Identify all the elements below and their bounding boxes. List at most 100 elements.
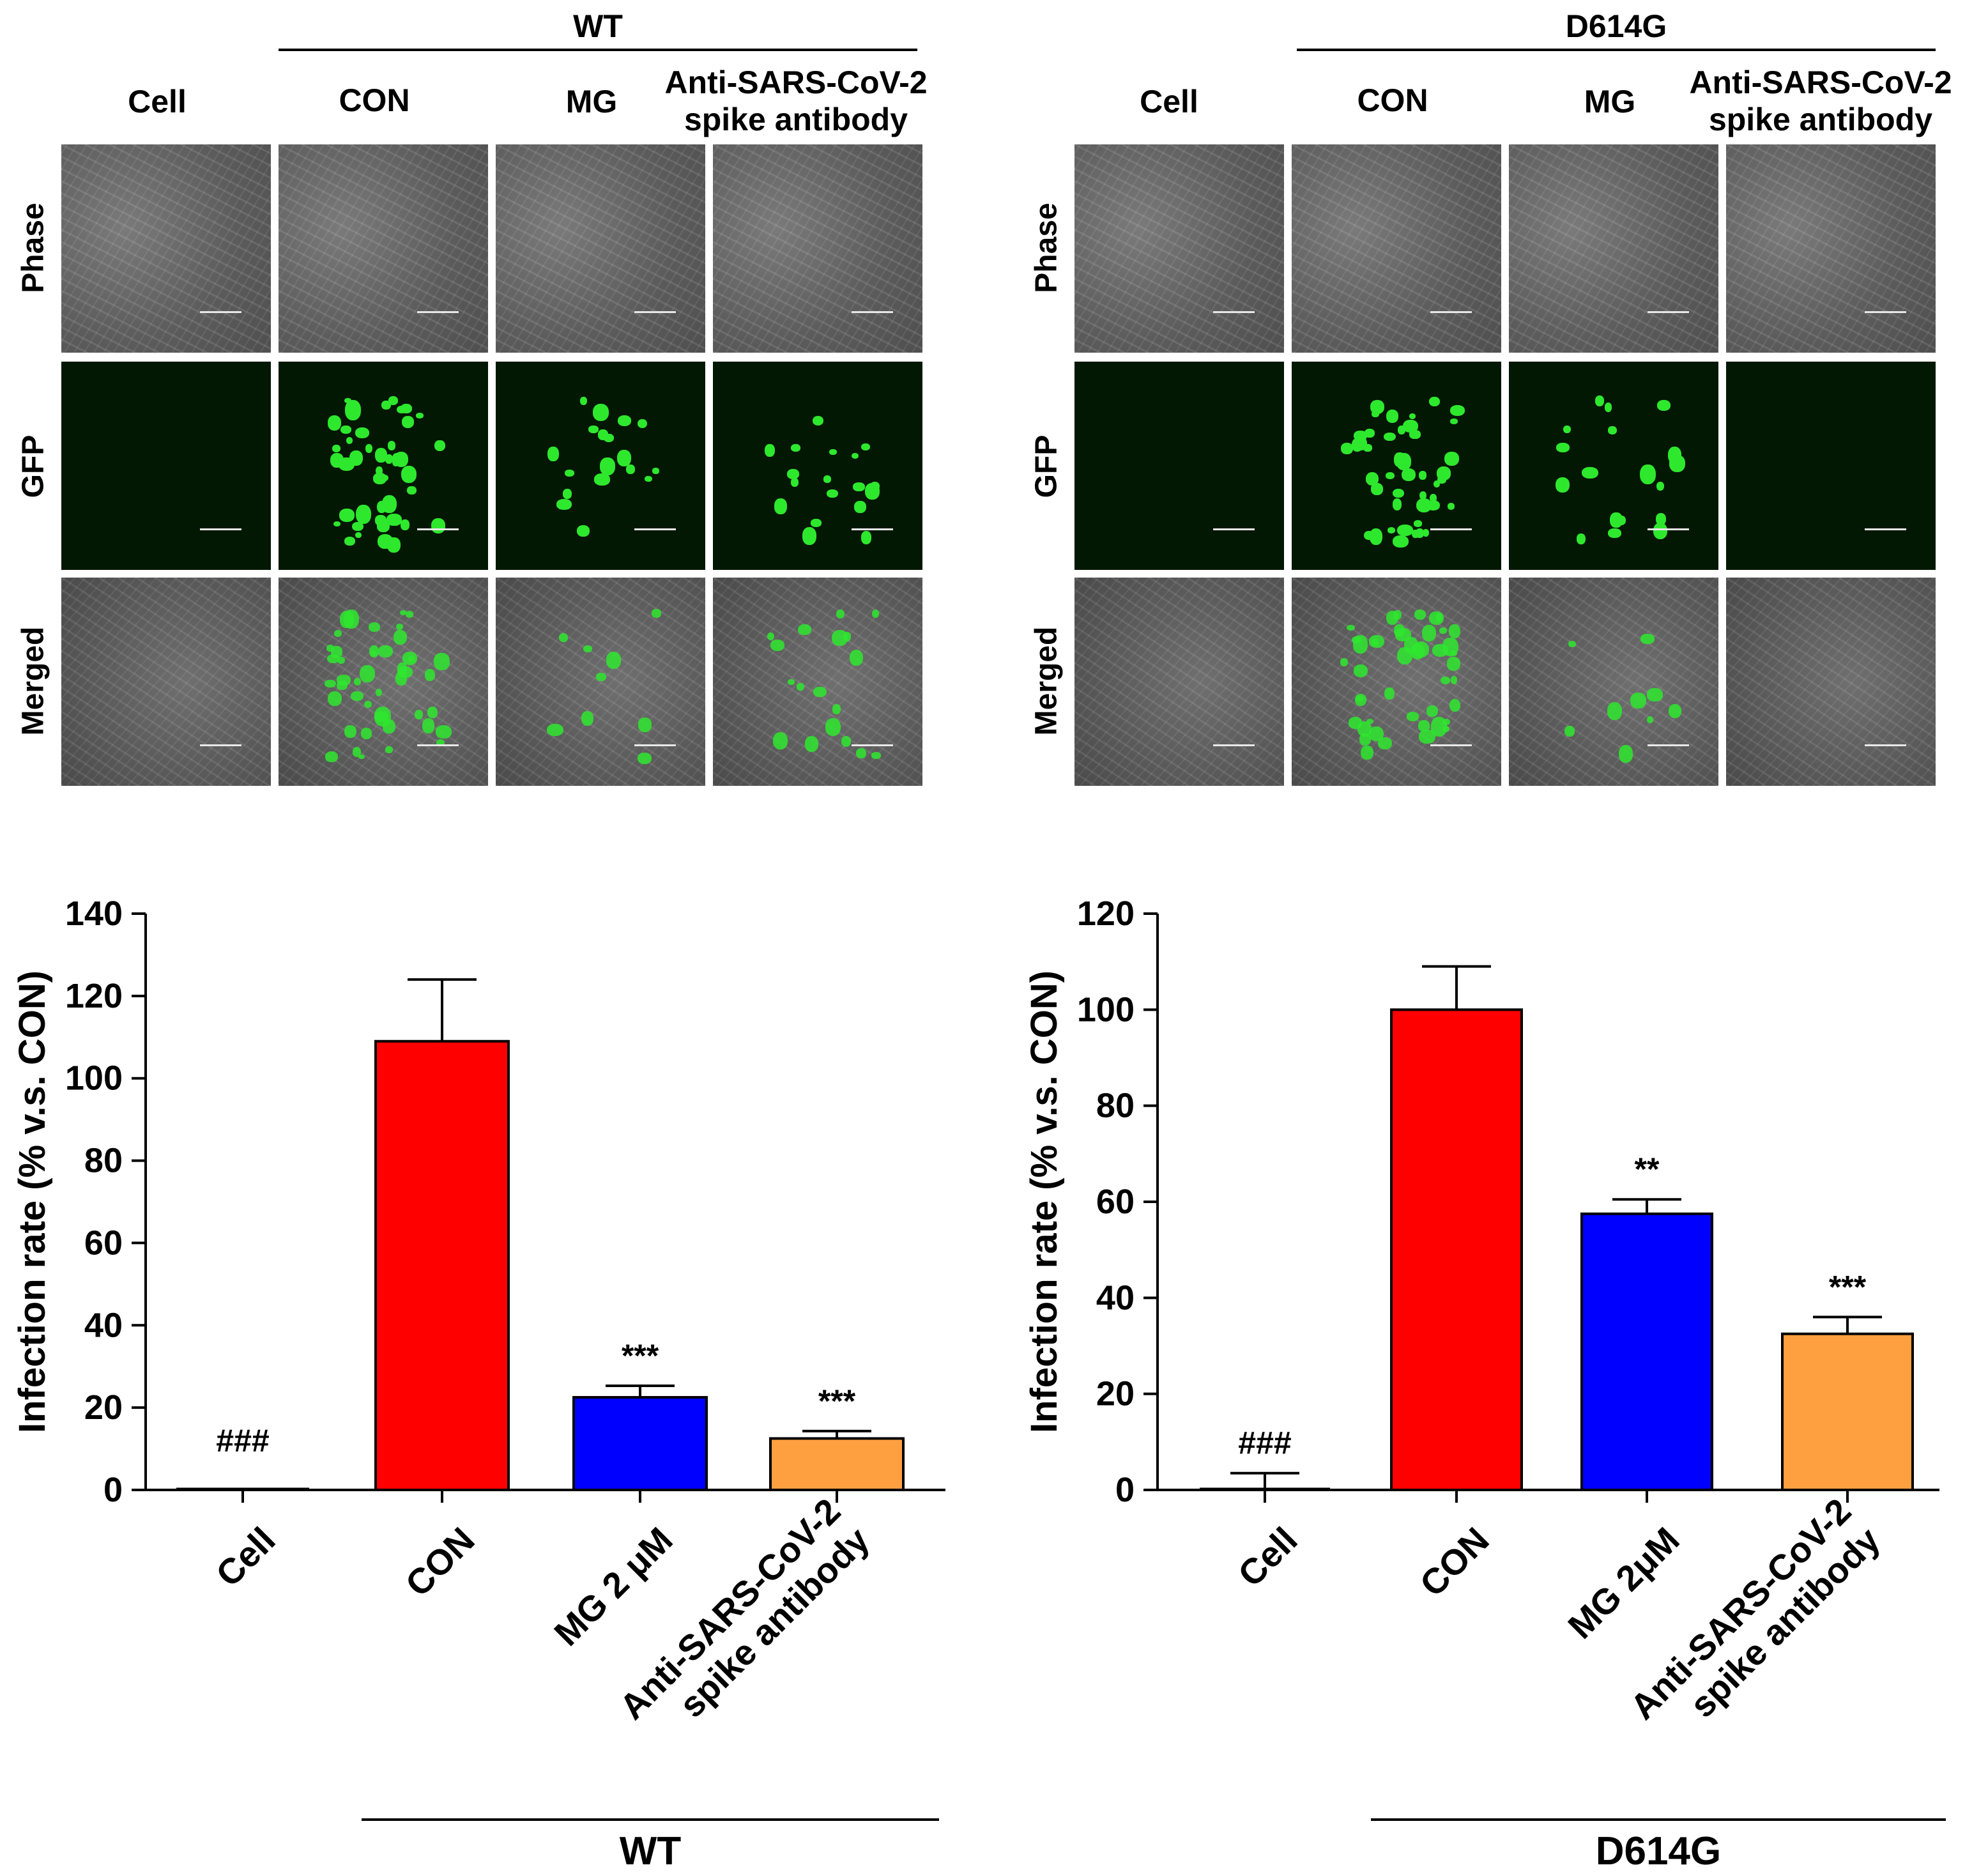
gfp-signal-spot — [1352, 635, 1368, 654]
wt-group-label: WT — [573, 8, 623, 44]
gfp-signal-spot — [770, 640, 785, 652]
d614g-row-label-gfp: GFP — [1029, 434, 1064, 498]
d614g-merged-panel-3 — [1509, 578, 1718, 786]
gfp-signal-spot — [791, 478, 799, 487]
gfp-signal-spot — [385, 746, 393, 753]
gfp-signal-spot — [355, 532, 362, 539]
gfp-signal-spot — [594, 473, 610, 486]
scale-bar — [199, 311, 242, 314]
scale-bar — [851, 528, 894, 531]
gfp-signal-spot — [1346, 624, 1355, 631]
wt-gfp-panel-3 — [496, 362, 705, 570]
gfp-signal-spot — [434, 440, 446, 452]
gfp-signal-spot — [861, 531, 872, 544]
scale-bar — [1864, 311, 1907, 314]
x-tick-label: Cell — [208, 1519, 283, 1594]
gfp-signal-spot — [802, 527, 817, 546]
d614g-row-label-merged: Merged — [1029, 626, 1064, 736]
x-tick-label: MG 2 μM — [546, 1519, 680, 1653]
wt-col-header-cell: Cell — [128, 84, 187, 119]
gfp-signal-spot — [811, 519, 822, 527]
gfp-signal-spot — [871, 610, 880, 618]
gfp-signal-spot — [637, 418, 648, 429]
scale-bar — [851, 311, 894, 314]
scale-bar — [199, 744, 242, 747]
gfp-signal-spot — [1393, 488, 1405, 498]
scale-bar — [1864, 528, 1907, 531]
gfp-signal-spot — [861, 443, 871, 451]
gfp-signal-spot — [1418, 720, 1430, 732]
gfp-signal-spot — [1384, 687, 1395, 700]
gfp-signal-spot — [406, 611, 414, 618]
gfp-signal-spot — [365, 443, 372, 453]
gfp-signal-spot — [1396, 525, 1414, 537]
gfp-signal-spot — [1353, 664, 1368, 677]
significance-label: ** — [1635, 1151, 1660, 1187]
gfp-signal-spot — [344, 536, 356, 546]
y-tick-label: 100 — [1077, 990, 1135, 1029]
gfp-signal-spot — [853, 482, 865, 491]
x-tick-label: Cell — [1230, 1519, 1305, 1594]
gfp-signal-spot — [1372, 411, 1379, 417]
gfp-signal-spot — [1392, 498, 1402, 510]
gfp-signal-spot — [378, 645, 393, 658]
gfp-signal-spot — [340, 425, 351, 434]
y-tick-label: 0 — [103, 1471, 123, 1509]
y-tick-label: 40 — [84, 1306, 123, 1344]
gfp-signal-spot — [392, 457, 400, 467]
scale-bar — [1212, 528, 1255, 531]
gfp-signal-spot — [1449, 418, 1458, 424]
gfp-signal-spot — [651, 609, 661, 618]
gfp-signal-spot — [1394, 452, 1405, 467]
d614g-phase-panel-4 — [1726, 144, 1936, 353]
gfp-signal-spot — [1607, 702, 1622, 720]
d614g-merged-panel-4 — [1726, 578, 1936, 786]
gfp-signal-spot — [349, 450, 363, 466]
gfp-signal-spot — [1436, 466, 1451, 480]
gfp-signal-spot — [337, 656, 346, 664]
gfp-signal-spot — [825, 718, 841, 737]
gfp-signal-spot — [829, 449, 837, 455]
gfp-signal-spot — [556, 499, 572, 510]
gfp-signal-spot — [1386, 410, 1399, 424]
wt-col-header-con: CON — [339, 82, 410, 118]
gfp-signal-spot — [415, 413, 424, 418]
scale-bar — [634, 311, 677, 314]
gfp-signal-spot — [798, 624, 812, 635]
gfp-signal-spot — [558, 633, 569, 643]
gfp-signal-spot — [1393, 610, 1402, 620]
y-tick-label: 40 — [1096, 1278, 1135, 1317]
gfp-signal-spot — [339, 508, 355, 522]
gfp-signal-spot — [1449, 698, 1461, 712]
wt-col-header-antibody: Anti-SARS-CoV-2 spike antibody — [664, 65, 928, 137]
gfp-signal-spot — [374, 710, 388, 722]
significance-label: ### — [1238, 1425, 1291, 1461]
significance-label: *** — [1829, 1269, 1867, 1305]
gfp-signal-spot — [358, 754, 365, 760]
scale-bar — [634, 528, 677, 531]
gfp-signal-spot — [1371, 483, 1384, 495]
gfp-signal-spot — [1442, 718, 1451, 726]
d614g-col-header-antibody: Anti-SARS-CoV-2 spike antibody — [1689, 65, 1952, 137]
gfp-signal-spot — [790, 444, 801, 452]
wt-row-label-merged: Merged — [16, 626, 50, 736]
gfp-signal-spot — [340, 610, 355, 628]
gfp-signal-spot — [402, 415, 415, 428]
gfp-signal-spot — [1383, 432, 1396, 441]
d614g-merged-panel-2 — [1292, 578, 1501, 786]
gfp-signal-spot — [595, 673, 606, 682]
gfp-signal-spot — [346, 437, 353, 445]
y-tick-label: 20 — [1096, 1375, 1135, 1413]
scale-bar — [1212, 744, 1255, 747]
gfp-signal-spot — [381, 400, 391, 410]
scale-bar — [1212, 311, 1255, 314]
gfp-signal-spot — [1369, 533, 1380, 542]
gfp-signal-spot — [326, 644, 334, 652]
gfp-signal-spot — [395, 623, 404, 630]
gfp-signal-spot — [546, 723, 563, 737]
gfp-signal-spot — [1359, 733, 1372, 746]
bar-mg-2-m — [1580, 1212, 1713, 1492]
d614g-gfp-panel-2 — [1292, 362, 1501, 570]
y-tick-label: 120 — [1077, 894, 1135, 933]
gfp-signal-spot — [843, 632, 852, 641]
